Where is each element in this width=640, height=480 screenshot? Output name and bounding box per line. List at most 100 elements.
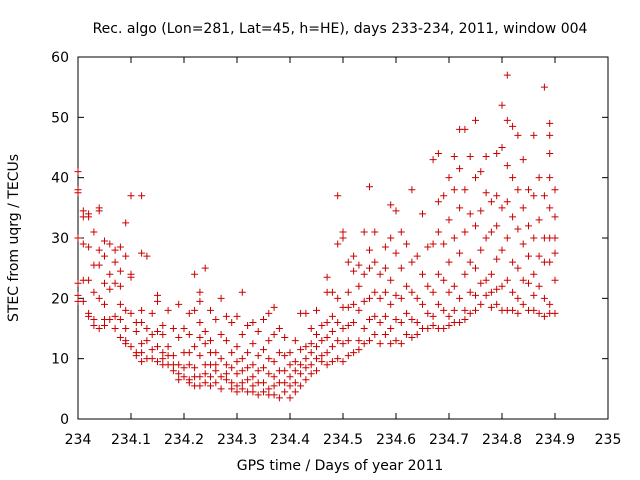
data-point <box>138 306 146 314</box>
data-point <box>397 294 405 302</box>
data-point <box>350 318 358 326</box>
data-point <box>376 340 384 348</box>
data-point <box>546 174 554 182</box>
data-point <box>371 228 379 236</box>
data-point <box>313 367 320 375</box>
data-point <box>355 282 363 290</box>
data-point <box>106 270 114 278</box>
data-point <box>387 234 395 242</box>
data-point <box>212 315 220 323</box>
data-point <box>111 312 119 320</box>
data-point <box>95 325 103 332</box>
data-point <box>233 312 241 320</box>
data-point <box>101 279 108 287</box>
data-point <box>196 318 204 326</box>
data-point <box>127 343 135 351</box>
data-point <box>397 340 405 348</box>
data-point <box>525 279 532 287</box>
data-point <box>228 349 236 357</box>
x-tick-label: 234.9 <box>535 432 575 448</box>
data-point <box>148 331 156 339</box>
data-point <box>286 349 294 357</box>
data-point <box>175 370 183 378</box>
data-point <box>498 246 506 254</box>
data-point <box>222 312 230 320</box>
data-point <box>371 258 379 266</box>
data-point <box>546 131 554 139</box>
data-point <box>265 370 273 378</box>
data-point <box>281 367 289 375</box>
data-point <box>344 337 352 345</box>
data-point <box>429 288 437 296</box>
x-tick-label: 234.7 <box>429 432 469 448</box>
data-point <box>440 192 448 200</box>
data-point <box>424 243 432 251</box>
data-point <box>487 288 495 296</box>
data-point <box>238 379 246 387</box>
data-point <box>360 270 368 278</box>
data-point <box>551 276 559 284</box>
data-point <box>445 174 453 182</box>
data-point <box>196 288 204 296</box>
data-point <box>509 213 517 221</box>
data-point <box>323 349 331 357</box>
data-point <box>222 361 230 369</box>
data-point <box>530 131 538 139</box>
data-point <box>302 343 310 351</box>
data-point <box>466 258 474 266</box>
data-point <box>260 364 267 372</box>
data-point <box>270 382 278 390</box>
data-point <box>217 355 225 363</box>
data-point <box>344 258 352 266</box>
data-point <box>244 349 252 357</box>
data-point <box>90 321 98 329</box>
data-point <box>106 240 114 248</box>
data-point <box>138 349 146 357</box>
data-point <box>419 270 426 278</box>
data-point <box>270 391 278 399</box>
data-point <box>360 325 368 332</box>
data-point <box>424 309 432 317</box>
data-point <box>456 165 464 173</box>
data-point <box>297 370 305 378</box>
data-point <box>122 340 130 348</box>
data-point <box>408 315 416 323</box>
data-point <box>260 346 267 354</box>
data-point <box>445 312 453 320</box>
data-point <box>307 325 315 332</box>
data-point <box>360 297 368 305</box>
data-point <box>535 252 543 260</box>
data-point <box>387 340 395 348</box>
data-point <box>201 370 209 378</box>
data-point <box>546 204 554 212</box>
data-point <box>116 334 124 342</box>
data-point <box>514 309 522 317</box>
data-point <box>519 204 527 212</box>
data-point <box>318 321 326 329</box>
data-point <box>551 234 559 242</box>
data-point <box>456 294 464 302</box>
data-point <box>291 379 299 387</box>
data-point <box>228 379 236 387</box>
data-point <box>116 243 124 251</box>
data-point <box>116 282 124 290</box>
data-point <box>328 343 336 351</box>
data-point <box>95 246 103 254</box>
data-point <box>413 318 421 326</box>
data-point <box>111 246 119 254</box>
data-point <box>159 331 167 339</box>
x-tick-label: 234.8 <box>482 432 522 448</box>
data-point <box>334 240 342 248</box>
data-point <box>185 331 193 339</box>
data-point <box>90 315 98 323</box>
data-point <box>477 300 485 308</box>
data-point <box>249 373 257 381</box>
data-point <box>122 306 130 314</box>
data-point <box>445 321 453 329</box>
data-point <box>79 207 87 215</box>
data-point <box>169 367 177 375</box>
data-point <box>281 388 289 396</box>
data-point <box>355 261 363 269</box>
data-point <box>328 358 336 366</box>
data-point <box>328 328 336 336</box>
